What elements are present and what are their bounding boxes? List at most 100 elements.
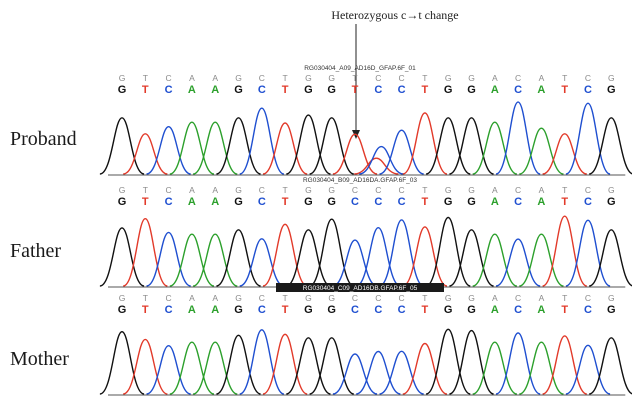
- base-call: C: [165, 84, 173, 96]
- reference-base: C: [515, 185, 521, 195]
- reference-base: A: [539, 73, 545, 83]
- reference-base: G: [445, 73, 452, 83]
- trace-peak: [309, 337, 355, 395]
- trace-peak: [379, 350, 424, 395]
- annotation-text: Heterozygous c→t change: [331, 8, 458, 22]
- row-label: Proband: [10, 128, 77, 150]
- base-call: T: [142, 196, 149, 208]
- reference-base: G: [468, 185, 475, 195]
- base-call: C: [398, 196, 406, 208]
- reference-base: T: [422, 73, 427, 83]
- trace-peak: [565, 219, 611, 287]
- base-call: A: [491, 84, 499, 96]
- reference-base: C: [375, 293, 381, 303]
- base-call: G: [467, 84, 476, 96]
- reference-base: A: [212, 185, 218, 195]
- run-id: RG030404_B09_AD16DA.GFAP.6F_03: [303, 177, 417, 184]
- base-call: A: [491, 196, 499, 208]
- base-call: C: [374, 84, 382, 96]
- base-call: C: [584, 196, 592, 208]
- trace-group: [99, 328, 632, 395]
- trace-peak: [588, 337, 632, 395]
- reference-base: A: [539, 185, 545, 195]
- trace-peak: [542, 215, 588, 287]
- trace-peak: [122, 133, 168, 175]
- run-id: RG030404_C09_AD16DB.GFAP.6F_05: [303, 285, 418, 292]
- base-call: T: [561, 196, 568, 208]
- base-call: T: [352, 84, 359, 96]
- base-call: G: [304, 196, 313, 208]
- trace-peak: [588, 229, 632, 287]
- trace-peak: [449, 229, 494, 287]
- reference-base: A: [539, 293, 545, 303]
- trace-peak: [495, 238, 541, 287]
- trace-peak: [99, 117, 145, 175]
- row-label: Mother: [10, 348, 69, 370]
- trace-peak: [355, 226, 401, 287]
- reference-base: C: [585, 293, 591, 303]
- trace-peak: [99, 330, 145, 395]
- trace-group: [99, 101, 632, 175]
- trace-peak: [239, 238, 285, 287]
- reference-base: G: [305, 185, 312, 195]
- trace-peak: [262, 223, 308, 287]
- trace-peak: [402, 342, 448, 395]
- base-call: C: [374, 196, 382, 208]
- trace-peak: [332, 353, 378, 395]
- base-call: A: [188, 196, 196, 208]
- trace-peak: [262, 333, 308, 395]
- reference-base: G: [119, 293, 126, 303]
- reference-base: A: [189, 73, 195, 83]
- reference-base: G: [328, 293, 335, 303]
- trace-peak: [355, 350, 401, 395]
- trace-peak: [146, 125, 191, 175]
- base-call: C: [374, 304, 382, 316]
- trace-peak: [239, 329, 285, 395]
- base-call: C: [514, 304, 522, 316]
- reference-base: C: [166, 185, 172, 195]
- reference-base: G: [119, 185, 126, 195]
- base-call: A: [537, 196, 545, 208]
- trace-peak: [379, 219, 425, 287]
- trace-peak: [262, 122, 308, 175]
- base-call: G: [234, 84, 243, 96]
- reference-base: G: [328, 73, 335, 83]
- trace-peak: [519, 341, 564, 395]
- trace-peak: [402, 226, 448, 287]
- trace-peak: [402, 112, 448, 175]
- reference-base: G: [608, 293, 615, 303]
- base-call: C: [258, 196, 266, 208]
- reference-base: T: [143, 293, 148, 303]
- base-call: C: [351, 196, 359, 208]
- base-call: T: [422, 196, 429, 208]
- base-call: G: [607, 84, 616, 96]
- reference-base: A: [212, 293, 218, 303]
- base-call: C: [165, 196, 173, 208]
- base-call: A: [211, 84, 219, 96]
- reference-base: G: [445, 293, 452, 303]
- trace-peak: [565, 344, 611, 395]
- trace-peak: [472, 341, 518, 395]
- mutation-annotation: Heterozygous c→t change: [331, 8, 459, 139]
- base-call: T: [561, 84, 568, 96]
- trace-peak: [425, 216, 471, 287]
- base-call: C: [258, 84, 266, 96]
- trace-peak: [216, 117, 261, 175]
- base-call: G: [467, 304, 476, 316]
- reference-base: T: [562, 293, 567, 303]
- trace-peak: [542, 133, 588, 175]
- reference-base: C: [375, 185, 381, 195]
- trace-peak: [286, 337, 331, 395]
- reference-base: A: [212, 73, 218, 83]
- base-call: C: [398, 84, 406, 96]
- base-call: G: [444, 196, 453, 208]
- reference-base: T: [352, 73, 357, 83]
- base-call: G: [444, 304, 453, 316]
- reference-base: T: [282, 73, 287, 83]
- reference-base: T: [562, 185, 567, 195]
- reference-base: T: [143, 73, 148, 83]
- base-call: G: [304, 304, 313, 316]
